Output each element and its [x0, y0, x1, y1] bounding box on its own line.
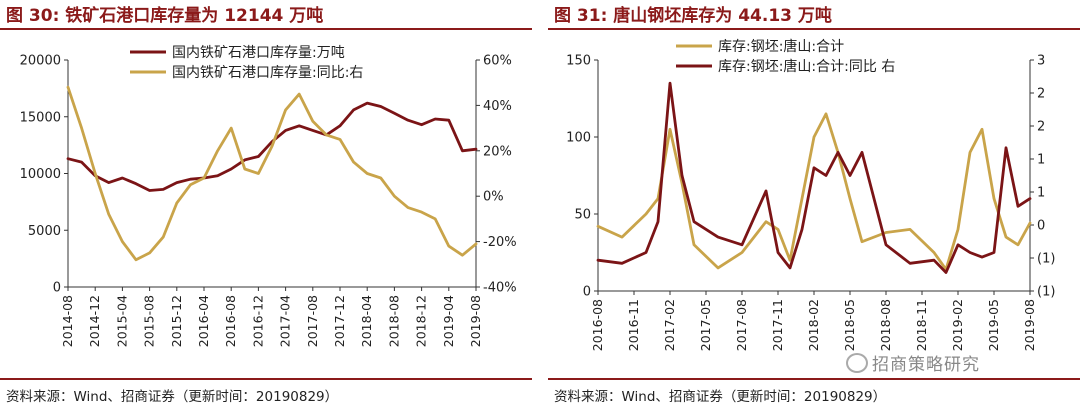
- source-divider: [548, 378, 1080, 380]
- series-line-2: [66, 85, 478, 262]
- x-tick-label: 2018-05: [842, 299, 857, 351]
- legend-label-1: 国内铁矿石港口库存量:万吨: [172, 45, 345, 61]
- y-left-tick-label: 20000: [20, 54, 61, 69]
- source-divider: [0, 378, 532, 380]
- legend-label-1: 库存:钢坯:唐山:合计: [718, 38, 844, 55]
- x-tick-label: 2018-08: [386, 295, 401, 347]
- x-tick-label: 2016-12: [250, 295, 265, 347]
- y-right-tick-label: 0: [1037, 219, 1045, 234]
- y-right-tick-label: 2: [1037, 87, 1045, 102]
- legend-label-2: 国内铁矿石港口库存量:同比:右: [172, 65, 363, 81]
- x-tick-label: 2016-08: [223, 295, 238, 347]
- x-tick-label: 2015-04: [114, 295, 129, 347]
- y-right-tick-label: 1: [1037, 153, 1045, 168]
- watermark-text: 招商策略研究: [872, 355, 980, 375]
- watermark: 招商策略研究: [846, 350, 980, 375]
- x-tick-label: 2018-12: [414, 295, 429, 347]
- chart-panel-tangshan-billet: 图 31: 唐山钢坯库存为 44.13 万吨 0 50 100 150 (1) (1) 0 1…: [548, 0, 1080, 412]
- x-tick-label: 2018-11: [914, 299, 929, 351]
- x-tick-label: 2017-11: [770, 299, 785, 351]
- chart-source: 资料来源：Wind、招商证券（更新时间：20190829）: [554, 389, 887, 405]
- series-line-1: [66, 101, 478, 192]
- x-tick-label: 2014-08: [60, 295, 75, 347]
- y-right-tick-label: 1: [1037, 186, 1045, 201]
- y-right-tick-label: 20%: [483, 144, 512, 159]
- y-left-tick-label: 10000: [20, 167, 61, 182]
- x-tick-label: 2016-08: [590, 299, 605, 351]
- y-right-tick-label: -20%: [483, 235, 517, 250]
- chart-panel-iron-ore: 图 30: 铁矿石港口库存量为 12144 万吨 0 5000 10000 15000…: [0, 6, 532, 405]
- y-left-tick-label: 5000: [28, 224, 61, 239]
- x-tick-label: 2016-04: [196, 295, 211, 347]
- x-tick-label: 2017-12: [332, 295, 347, 347]
- y-left-tick-label: 100: [566, 131, 591, 146]
- x-tick-label: 2019-08: [1022, 299, 1037, 351]
- x-tick-label: 2015-08: [142, 295, 157, 347]
- iron-ore-inventory-chart: 0 5000 10000 15000 20000 -40% -20% 0% 20% 40% 60% 2…: [20, 45, 517, 347]
- x-tick-label: 2018-08: [878, 299, 893, 351]
- y-right-tick-label: (1): [1037, 252, 1055, 267]
- y-right-tick-label: -40%: [483, 281, 517, 296]
- x-tick-label: 2018-04: [359, 295, 374, 347]
- y-left-tick-label: 0: [583, 285, 591, 300]
- chart-source: 资料来源：Wind、招商证券（更新时间：20190829）: [6, 389, 339, 405]
- y-right-tick-label: 40%: [483, 99, 512, 114]
- title-divider: [0, 28, 532, 30]
- chart-title: 图 31: 唐山钢坯库存为 44.13 万吨: [554, 6, 832, 26]
- y-right-tick-label: 60%: [483, 54, 512, 69]
- x-tick-label: 2017-02: [662, 299, 677, 351]
- y-left-tick-label: 150: [566, 54, 591, 69]
- x-tick-label: 2017-08: [305, 295, 320, 347]
- x-tick-label: 2015-12: [169, 295, 184, 347]
- y-right-tick-label: 0%: [483, 190, 504, 205]
- x-tick-label: 2014-12: [87, 295, 102, 347]
- y-right-tick-label: 3: [1037, 54, 1045, 69]
- x-tick-label: 2016-11: [626, 299, 641, 351]
- y-left-tick-label: 0: [53, 281, 61, 296]
- x-tick-label: 2017-05: [698, 299, 713, 351]
- x-tick-label: 2019-04: [441, 295, 456, 347]
- series-line-2: [596, 81, 1032, 274]
- y-left-tick-label: 15000: [20, 110, 61, 125]
- y-left-tick-label: 50: [574, 208, 591, 223]
- title-divider: [548, 28, 1080, 30]
- legend-label-2: 库存:钢坯:唐山:合计:同比 右: [718, 58, 895, 75]
- x-tick-label: 2019-08: [468, 295, 483, 347]
- y-right-tick-label: (1): [1037, 285, 1055, 300]
- series-line-1: [596, 112, 1032, 271]
- y-right-tick-label: 2: [1037, 120, 1045, 135]
- x-tick-label: 2019-05: [986, 299, 1001, 351]
- x-tick-label: 2017-08: [734, 299, 749, 351]
- x-tick-label: 2019-02: [950, 299, 965, 351]
- tangshan-billet-inventory-chart: 0 50 100 150 (1) (1) 0 1 1 2 2 3 2016-08 2016-11 2017-…: [566, 38, 1055, 351]
- wechat-icon: [846, 353, 868, 373]
- x-tick-label: 2017-04: [278, 295, 293, 347]
- x-tick-label: 2018-02: [806, 299, 821, 351]
- chart-title: 图 30: 铁矿石港口库存量为 12144 万吨: [6, 6, 324, 26]
